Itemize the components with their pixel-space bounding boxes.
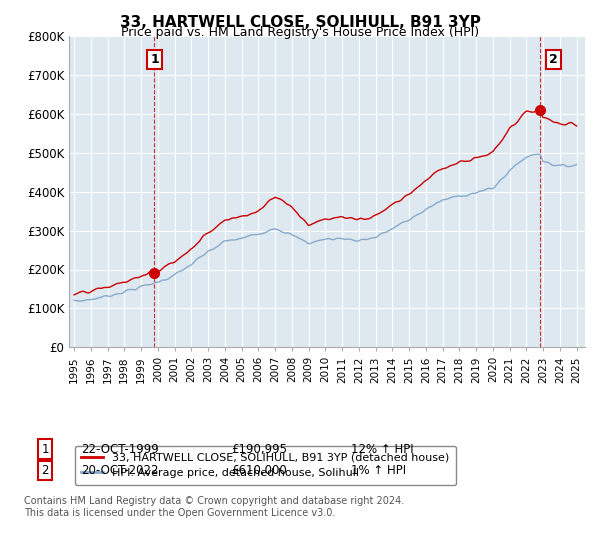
Text: 33, HARTWELL CLOSE, SOLIHULL, B91 3YP: 33, HARTWELL CLOSE, SOLIHULL, B91 3YP (119, 15, 481, 30)
Text: £610,000: £610,000 (231, 464, 287, 477)
Text: 12% ↑ HPI: 12% ↑ HPI (351, 442, 413, 456)
Text: 2: 2 (549, 53, 557, 66)
Legend: 33, HARTWELL CLOSE, SOLIHULL, B91 3YP (detached house), HPI: Average price, deta: 33, HARTWELL CLOSE, SOLIHULL, B91 3YP (d… (74, 446, 456, 485)
Text: 20-OCT-2022: 20-OCT-2022 (81, 464, 158, 477)
Text: £190,995: £190,995 (231, 442, 287, 456)
Text: 1: 1 (150, 53, 159, 66)
Text: 22-OCT-1999: 22-OCT-1999 (81, 442, 159, 456)
Text: 1% ↑ HPI: 1% ↑ HPI (351, 464, 406, 477)
Text: Price paid vs. HM Land Registry's House Price Index (HPI): Price paid vs. HM Land Registry's House … (121, 26, 479, 39)
Text: 2: 2 (41, 464, 49, 477)
Text: 1: 1 (41, 442, 49, 456)
Text: Contains HM Land Registry data © Crown copyright and database right 2024.
This d: Contains HM Land Registry data © Crown c… (24, 496, 404, 517)
